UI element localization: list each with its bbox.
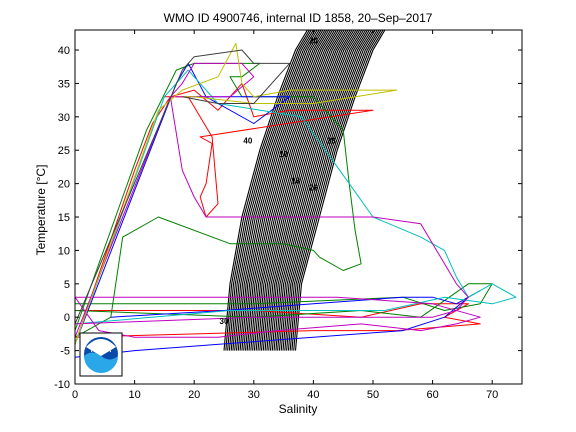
density-contour-line xyxy=(253,30,341,351)
x-tick-label: 30 xyxy=(248,389,260,401)
isopycnal-label-group: 20 28 10 18 26 40 30 xyxy=(220,36,337,326)
density-contour-line xyxy=(282,30,372,351)
density-contour-line xyxy=(235,30,322,351)
density-contour-line xyxy=(287,30,378,351)
density-contour-line xyxy=(237,30,324,351)
density-contour-line xyxy=(280,30,370,351)
density-contour-line xyxy=(232,30,318,351)
density-contour-line xyxy=(250,30,337,351)
density-contour-line xyxy=(228,30,314,351)
density-contour-line xyxy=(293,30,384,351)
y-tick-label: 35 xyxy=(58,78,70,90)
density-contour-line xyxy=(255,30,343,351)
isopycnal-label: 30 xyxy=(220,317,229,326)
density-contour-line xyxy=(252,30,339,351)
isopycnal-label: 28 xyxy=(327,137,336,146)
density-contour-line xyxy=(239,30,326,351)
density-contour-line xyxy=(223,30,308,351)
density-contour-line xyxy=(278,30,368,351)
isopycnal-label: 18 xyxy=(291,177,300,186)
y-axis: -10 -5 0 5 10 15 20 25 30 35 40 xyxy=(54,45,522,391)
x-tick-label: 50 xyxy=(367,389,379,401)
density-contour-line xyxy=(291,30,382,351)
isopycnal-label: 26 xyxy=(309,183,318,192)
y-tick-label: 20 xyxy=(58,179,70,191)
density-contour-line xyxy=(269,30,359,351)
y-tick-label: 40 xyxy=(58,45,70,57)
x-tick-label: 0 xyxy=(72,389,78,401)
x-tick-label: 70 xyxy=(486,389,498,401)
density-contour-line xyxy=(244,30,332,351)
x-tick-label: 40 xyxy=(307,389,319,401)
density-contour-band xyxy=(223,30,386,351)
x-axis: 0 10 20 30 40 50 60 70 xyxy=(72,30,498,401)
density-contour-line xyxy=(294,30,386,351)
y-tick-label: -5 xyxy=(60,346,70,358)
density-contour-line xyxy=(259,30,347,351)
density-contour-line xyxy=(246,30,334,351)
density-contour-line xyxy=(227,30,312,351)
density-contour-line xyxy=(260,30,349,351)
density-contour-line xyxy=(257,30,345,351)
density-contour-line xyxy=(266,30,355,351)
density-contour-line xyxy=(286,30,376,351)
profile-series-line xyxy=(75,49,291,325)
noaa-logo-text: NOAA xyxy=(91,347,112,354)
density-contour-line xyxy=(243,30,330,351)
noaa-logo-wave xyxy=(84,352,118,373)
x-tick-label: 60 xyxy=(426,389,438,401)
x-tick-label: 20 xyxy=(188,389,200,401)
density-contour-line xyxy=(241,30,328,351)
density-contour-line xyxy=(230,30,316,351)
noaa-logo: NOAA xyxy=(79,332,123,377)
density-contour-line xyxy=(275,30,365,351)
density-contour-line xyxy=(271,30,361,351)
profile-series-group xyxy=(75,42,517,358)
density-contour-line xyxy=(268,30,357,351)
y-tick-label: 0 xyxy=(64,312,70,324)
y-axis-label: Temperature [°C] xyxy=(34,165,48,256)
density-contour-line xyxy=(225,30,310,351)
density-contour-line xyxy=(234,30,320,351)
isopycnal-label: 40 xyxy=(243,137,252,146)
plot-frame xyxy=(74,29,523,385)
y-tick-label: 25 xyxy=(58,145,70,157)
y-tick-label: 15 xyxy=(58,212,70,224)
y-tick-label: -10 xyxy=(54,379,70,391)
y-tick-label: 5 xyxy=(64,279,70,291)
density-contour-line xyxy=(264,30,353,351)
x-tick-label: 10 xyxy=(128,389,140,401)
isopycnal-label: 20 xyxy=(309,36,318,45)
noaa-logo-bird xyxy=(86,339,116,356)
y-tick-label: 10 xyxy=(58,245,70,257)
density-contour-line xyxy=(248,30,336,351)
chart-title: WMO ID 4900746, internal ID 1858, 20–Sep… xyxy=(164,11,433,25)
x-axis-label: Salinity xyxy=(279,402,318,416)
density-contour-line xyxy=(289,30,380,351)
isopycnal-label: 10 xyxy=(279,150,288,159)
profile-series-line xyxy=(75,296,481,338)
density-contour-line xyxy=(277,30,367,351)
y-tick-label: 30 xyxy=(58,112,70,124)
profile-series-line xyxy=(75,62,469,338)
profile-series-line xyxy=(75,42,398,345)
density-contour-line xyxy=(273,30,363,351)
density-contour-line xyxy=(262,30,351,351)
